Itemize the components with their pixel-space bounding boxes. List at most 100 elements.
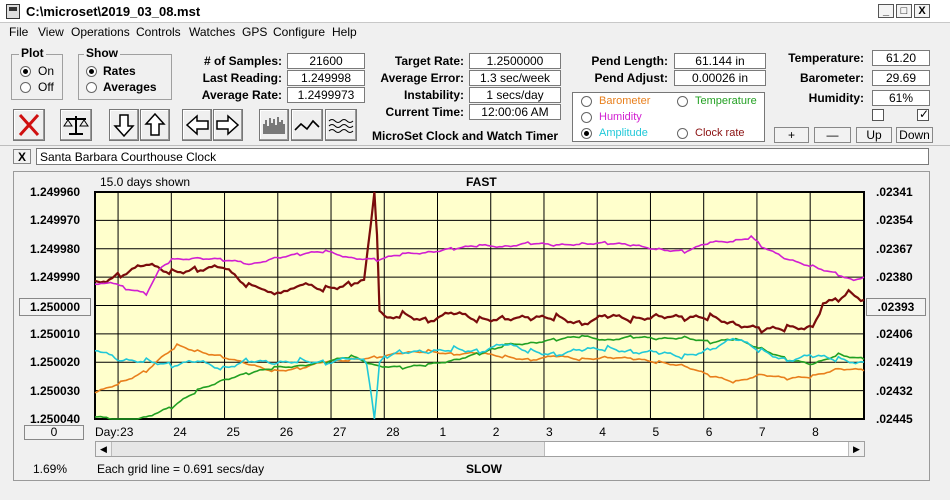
humidity-field: 61% xyxy=(872,90,930,106)
x-axis-tick: 27 xyxy=(333,425,347,439)
temperature-option[interactable]: Temperature xyxy=(695,95,757,107)
left-axis-tick: 1.249970 xyxy=(30,213,81,228)
menu-watches[interactable]: Watches xyxy=(189,25,236,39)
option-checkbox-2[interactable] xyxy=(917,107,929,121)
menu-help[interactable]: Help xyxy=(332,25,357,39)
pend-length-label: Pend Length: xyxy=(591,54,668,68)
clock-name-input[interactable]: Santa Barbara Courthouse Clock xyxy=(36,148,929,165)
wave-view-button[interactable] xyxy=(325,109,357,141)
show-group xyxy=(78,54,172,100)
horizontal-scrollbar[interactable]: ◀ ▶ xyxy=(95,441,865,457)
clock-rate-option[interactable]: Clock rate xyxy=(695,127,745,139)
line-view-button[interactable] xyxy=(291,109,323,141)
arrow-up-icon xyxy=(144,112,166,136)
last-reading-label: Last Reading: xyxy=(202,71,282,85)
down-button[interactable]: Down xyxy=(896,127,933,143)
right-axis-tick: .02380 xyxy=(876,270,913,285)
show-averages-label[interactable]: Averages xyxy=(103,80,157,94)
series-line xyxy=(94,234,865,297)
x-axis-tick: 7 xyxy=(758,425,766,439)
right-axis-tick: .02367 xyxy=(876,241,913,256)
scroll-right-arrow-icon[interactable]: ▶ xyxy=(848,442,864,456)
menu-configure[interactable]: Configure xyxy=(273,25,326,39)
humidity-option[interactable]: Humidity xyxy=(599,111,642,123)
maximize-button[interactable]: □ xyxy=(896,4,912,18)
stop-button[interactable] xyxy=(13,109,45,141)
amplitude-radio[interactable] xyxy=(581,128,592,139)
left-axis-tick: 1.250020 xyxy=(30,355,81,370)
left-axis-tick: 1.249990 xyxy=(30,270,81,285)
toolbar-separator xyxy=(0,145,950,146)
barometer-radio[interactable] xyxy=(581,96,592,107)
menu-view[interactable]: View xyxy=(38,25,64,39)
right-axis-tick: .02406 xyxy=(876,326,913,341)
minimize-button[interactable]: _ xyxy=(878,4,894,18)
app-icon[interactable] xyxy=(6,4,20,19)
menu-file[interactable]: File xyxy=(9,25,29,39)
show-rates-radio[interactable] xyxy=(86,66,97,77)
grid-note: Each grid line = 0.691 secs/day xyxy=(97,462,265,476)
pend-adjust-field[interactable]: 0.00026 in xyxy=(674,70,766,86)
plus-button[interactable]: + xyxy=(774,127,809,143)
plot-on-radio[interactable] xyxy=(20,66,31,77)
arrow-left-button[interactable] xyxy=(182,109,212,141)
plot-off-label[interactable]: Off xyxy=(38,80,54,94)
x-axis-tick: 6 xyxy=(705,425,713,439)
x-axis-tick: 28 xyxy=(386,425,400,439)
option-checkbox-1[interactable] xyxy=(872,109,884,121)
last-reading-field: 1.249998 xyxy=(287,70,365,86)
right-axis-tick: .02432 xyxy=(876,383,913,398)
arrow-down-button[interactable] xyxy=(109,109,139,141)
show-averages-radio[interactable] xyxy=(86,82,97,93)
scroll-left-arrow-icon[interactable]: ◀ xyxy=(96,442,112,456)
show-group-title: Show xyxy=(84,46,120,60)
series-line xyxy=(94,334,865,420)
humidity-radio[interactable] xyxy=(581,112,592,123)
current-time-field: 12:00:06 AM xyxy=(469,104,561,120)
barometer-field: 29.69 xyxy=(872,70,930,86)
samples-label: # of Samples: xyxy=(203,54,282,68)
close-button[interactable]: X xyxy=(914,4,930,18)
scroll-thumb[interactable] xyxy=(544,442,848,456)
pend-length-field[interactable]: 61.144 in xyxy=(674,53,766,69)
target-rate-field[interactable]: 1.2500000 xyxy=(469,53,561,69)
temperature-field: 61.20 xyxy=(872,50,930,66)
plot-group-title: Plot xyxy=(19,46,46,60)
right-center-button[interactable]: .02393 xyxy=(866,298,926,316)
barometer-option[interactable]: Barometer xyxy=(599,95,651,107)
arrow-right-button[interactable] xyxy=(213,109,243,141)
left-center-button[interactable]: 1.250000 xyxy=(19,298,91,316)
plot-off-radio[interactable] xyxy=(20,82,31,93)
balance-button[interactable] xyxy=(60,109,92,141)
x-axis-label: Day: xyxy=(95,425,120,439)
line-graph-icon xyxy=(294,119,320,131)
title-bar: C:\microset\2019_03_08.mst _ □ X xyxy=(0,0,950,23)
arrow-left-icon xyxy=(185,114,209,136)
slow-label: SLOW xyxy=(466,462,502,476)
plot-on-label[interactable]: On xyxy=(38,64,55,78)
menu-controls[interactable]: Controls xyxy=(136,25,181,39)
up-button[interactable]: Up xyxy=(856,127,892,143)
show-rates-label[interactable]: Rates xyxy=(103,64,136,78)
right-axis-tick: .02354 xyxy=(876,213,913,228)
bars-view-button[interactable] xyxy=(259,109,289,141)
minus-button[interactable]: — xyxy=(814,127,851,143)
humidity-label: Humidity: xyxy=(808,91,864,105)
menu-operations[interactable]: Operations xyxy=(71,25,130,39)
target-rate-label: Target Rate: xyxy=(394,54,464,68)
clear-clock-name-button[interactable]: X xyxy=(13,149,31,164)
x-axis-tick: 2 xyxy=(492,425,500,439)
arrow-down-icon xyxy=(113,114,135,138)
left-bottom-button[interactable]: 0 xyxy=(24,425,84,440)
samples-field: 21600 xyxy=(287,53,365,69)
arrow-up-button[interactable] xyxy=(140,109,170,141)
amplitude-option[interactable]: Amplitude xyxy=(599,127,648,139)
right-axis-tick: .02341 xyxy=(876,185,913,199)
clock-rate-radio[interactable] xyxy=(677,128,688,139)
window-title: C:\microset\2019_03_08.mst xyxy=(26,4,201,19)
x-axis-tick: 4 xyxy=(599,425,606,439)
temperature-radio[interactable] xyxy=(677,96,688,107)
left-axis-tick: 1.250010 xyxy=(30,326,81,341)
menu-gps[interactable]: GPS xyxy=(242,25,268,39)
x-axis-tick: 3 xyxy=(545,425,553,439)
